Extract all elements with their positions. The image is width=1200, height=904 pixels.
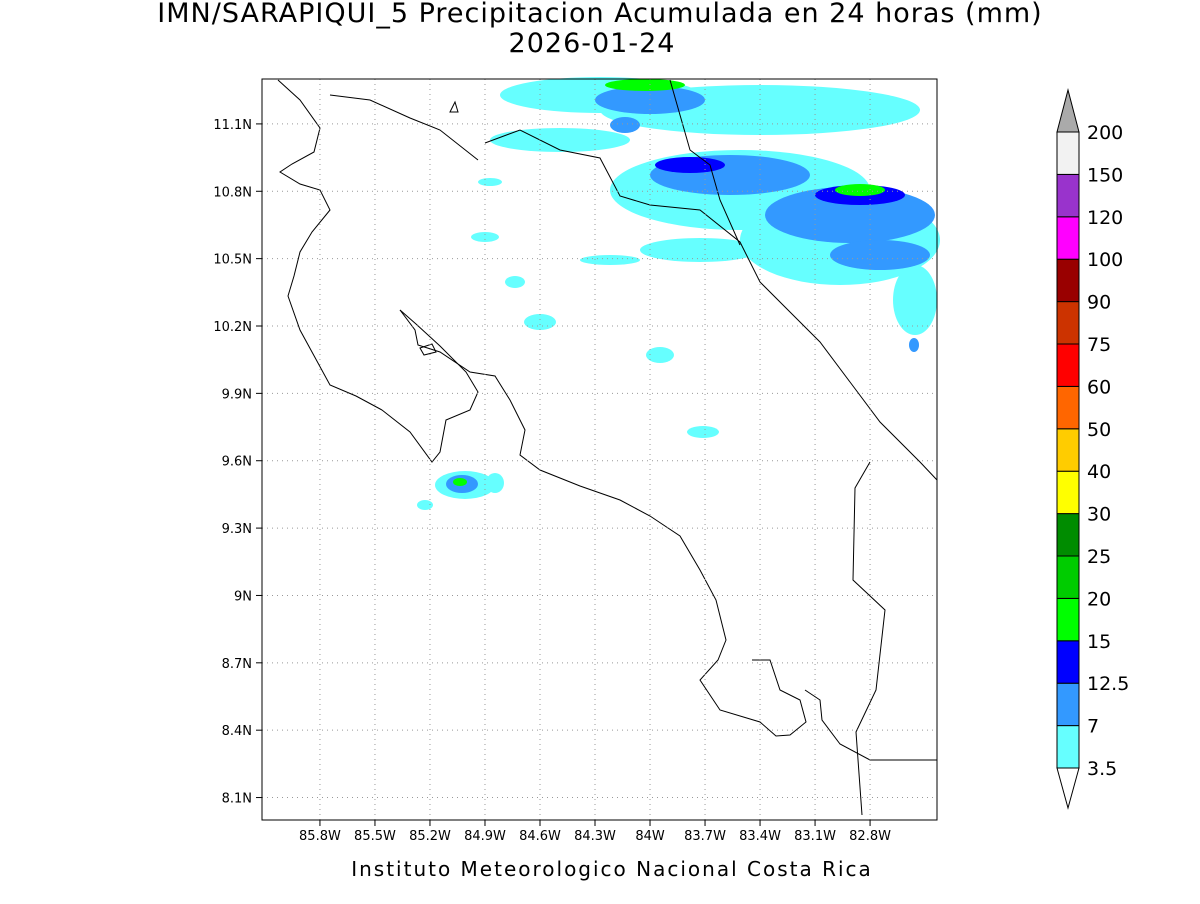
colorbar-label: 200 (1087, 122, 1123, 144)
subtitle: 2026-01-24 (509, 28, 676, 59)
colorbar-over (1056, 88, 1080, 133)
colorbar-box (1056, 682, 1080, 727)
y-tick-label: 10.5N (213, 253, 252, 268)
colorbar-box (1056, 597, 1080, 642)
colorbar-box (1056, 555, 1080, 599)
y-tick-label: 11.1N (213, 118, 252, 133)
colorbar-label: 7 (1087, 716, 1099, 738)
rain-area (417, 500, 433, 510)
rain-area (490, 128, 630, 152)
colorbar-under (1056, 767, 1080, 810)
colorbar: 3.5 7 12.5 15 20 25 30 40 50 60 75 90 100 120 150 200 (1056, 88, 1129, 810)
colorbar-label: 100 (1087, 249, 1123, 271)
y-tick-label: 9N (234, 589, 252, 604)
rain-area (610, 117, 640, 133)
colorbar-label: 20 (1087, 588, 1111, 610)
map-frame (261, 78, 938, 821)
x-tick-label: 83.7W (684, 829, 726, 844)
colorbar-label: 15 (1087, 631, 1111, 653)
colorbar-box (1056, 513, 1080, 557)
colorbar-box (1056, 173, 1080, 218)
colorbar-box (1056, 301, 1080, 345)
y-tick-label: 9.6N (222, 455, 252, 470)
x-tick-label: 82.8W (849, 829, 891, 844)
x-tick-label: 84.6W (519, 829, 561, 844)
colorbar-label: 150 (1087, 164, 1123, 186)
colorbar-box (1056, 640, 1080, 684)
colorbar-box (1056, 258, 1080, 303)
rain-area (646, 347, 674, 363)
colorbar-label: 40 (1087, 461, 1111, 483)
colorbar-label: 75 (1087, 334, 1111, 356)
y-tick-label: 8.7N (222, 657, 252, 672)
y-tick-label: 10.8N (213, 185, 252, 200)
colorbar-label: 3.5 (1087, 758, 1117, 780)
rain-area (687, 426, 719, 438)
y-tick-label: 9.3N (222, 522, 252, 537)
x-tick-label: 85.5W (354, 829, 396, 844)
colorbar-box (1056, 343, 1080, 387)
colorbar-box (1056, 725, 1080, 769)
rain-area (893, 265, 937, 335)
rain-area (453, 478, 467, 486)
colorbar-label: 60 (1087, 376, 1111, 398)
rain-area (580, 255, 640, 265)
rain-area (471, 232, 499, 242)
y-tick-label: 10.2N (213, 320, 252, 335)
x-tick-label: 83.4W (739, 829, 781, 844)
grid: 85.8W 85.5W 85.2W 84.9W 84.6W 84.3W 84W 83.7W 83… (213, 79, 937, 844)
precipitation-field (417, 77, 940, 510)
rain-area (655, 157, 725, 173)
colorbar-box (1056, 131, 1080, 175)
rain-area (835, 184, 885, 196)
x-tick-label: 85.8W (299, 829, 341, 844)
colorbar-box (1056, 428, 1080, 472)
rain-area (524, 314, 556, 330)
rain-area (505, 276, 525, 288)
footer: Instituto Meteorologico Nacional Costa R… (351, 857, 873, 881)
rain-area (640, 238, 760, 262)
x-tick-label: 85.2W (409, 829, 451, 844)
x-tick-label: 84.9W (464, 829, 506, 844)
colorbar-label: 120 (1087, 207, 1123, 229)
colorbar-label: 25 (1087, 546, 1111, 568)
x-tick-label: 84.3W (574, 829, 616, 844)
rain-area (830, 240, 930, 270)
y-tick-label: 9.9N (222, 387, 252, 402)
colorbar-label: 30 (1087, 504, 1111, 526)
colorbar-label: 12.5 (1087, 673, 1129, 695)
rain-area (605, 79, 685, 91)
coastline (277, 79, 938, 816)
title: IMN/SARAPIQUI_5 Precipitacion Acumulada … (157, 0, 1042, 29)
colorbar-box (1056, 385, 1080, 430)
y-tick-label: 8.1N (222, 792, 252, 807)
colorbar-box (1056, 216, 1080, 260)
x-tick-label: 84W (635, 829, 665, 844)
colorbar-label: 90 (1087, 292, 1111, 314)
rain-area (909, 338, 919, 352)
colorbar-box (1056, 470, 1080, 515)
x-tick-label: 83.1W (794, 829, 836, 844)
rain-area (478, 178, 502, 186)
rain-area (486, 473, 504, 493)
colorbar-label: 50 (1087, 419, 1111, 441)
y-tick-label: 8.4N (222, 724, 252, 739)
